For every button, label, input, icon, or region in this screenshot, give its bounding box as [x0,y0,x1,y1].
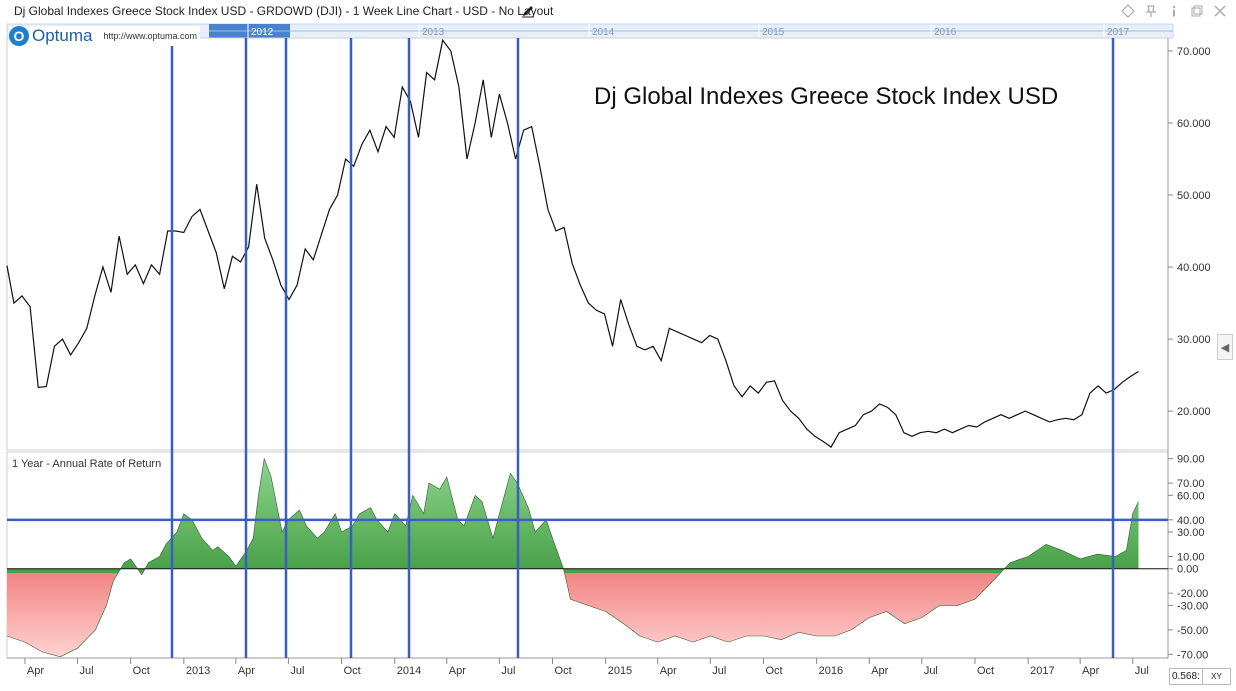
navigator-year-label: 2012 [251,27,274,38]
optuma-logo: O Optuma http://www.optuma.com [9,26,201,46]
x-tick-label: Apr [449,665,466,677]
navigator-year-label: 2017 [1107,27,1130,38]
price-y-tick-label: 40.000 [1177,262,1211,274]
return-y-tick-label: -50.00 [1177,625,1208,637]
x-tick-label: 2013 [186,665,210,677]
navigator-year-label: 2015 [762,27,785,38]
window-title: Dj Global Indexes Greece Stock Index USD… [14,4,554,18]
pin-icon[interactable] [1143,3,1159,19]
window-titlebar: Dj Global Indexes Greece Stock Index USD… [0,0,1236,22]
collapse-panel-icon[interactable]: ◀ [1217,334,1233,360]
x-tick-label: Apr [1082,665,1099,677]
return-y-tick-label: 10.00 [1177,552,1205,564]
price-line-series [6,38,1139,448]
navigator-year-label: 2016 [934,27,957,38]
x-tick-label: Apr [871,665,888,677]
return-y-tick-label: 90.00 [1177,454,1205,466]
x-tick-label: Oct [344,665,361,677]
price-y-tick-label: 20.000 [1177,406,1211,418]
x-tick-label: Jul [501,665,515,677]
price-y-tick-label: 30.000 [1177,334,1211,346]
price-y-tick-label: 70.000 [1177,46,1211,58]
chart-title: Dj Global Indexes Greece Stock Index USD [594,83,1059,110]
return-y-tick-label: -30.00 [1177,600,1208,612]
x-tick-label: Jul [924,665,938,677]
zoom-level[interactable]: 0.568: [1169,668,1204,685]
x-tick-label: 2016 [819,665,843,677]
x-tick-label: Apr [660,665,677,677]
x-tick-label: Apr [27,665,44,677]
x-tick-label: Apr [238,665,255,677]
price-y-tick-label: 50.000 [1177,190,1211,202]
return-y-tick-label: -70.00 [1177,649,1208,661]
x-tick-label: Jul [80,665,94,677]
return-y-tick-label: 60.00 [1177,490,1205,502]
navigator-year-label: 2013 [422,27,445,38]
close-icon[interactable] [1212,3,1228,19]
info-icon[interactable] [1166,3,1182,19]
x-tick-label: Oct [765,665,782,677]
return-positive-area [7,458,1139,573]
diamond-icon[interactable] [1120,3,1136,19]
xy-toggle-button[interactable]: XY [1202,668,1231,685]
navigator-year-label: 2014 [592,27,615,38]
return-y-tick-label: 40.00 [1177,515,1205,527]
x-tick-label: Oct [555,665,572,677]
x-tick-label: 2017 [1030,665,1054,677]
x-tick-label: Jul [290,665,304,677]
return-y-tick-label: 70.00 [1177,478,1205,490]
edit-icon[interactable] [521,4,535,18]
restore-icon[interactable] [1189,3,1205,19]
x-tick-label: 2015 [608,665,632,677]
return-y-tick-label: 0.00 [1177,564,1198,576]
price-y-tick-label: 60.000 [1177,118,1211,130]
x-tick-label: Jul [712,665,726,677]
x-tick-label: Jul [1135,665,1149,677]
logo-brand: Optuma [32,26,93,45]
logo-mark: O [9,26,29,46]
return-y-tick-label: 30.00 [1177,527,1205,539]
return-y-tick-label: -20.00 [1177,588,1208,600]
window-controls [1120,3,1228,19]
x-tick-label: 2014 [397,665,421,677]
x-tick-label: Oct [977,665,994,677]
logo-url[interactable]: http://www.optuma.com [103,31,198,41]
x-tick-label: Oct [133,665,150,677]
return-panel-label: 1 Year - Annual Rate of Return [12,458,162,470]
